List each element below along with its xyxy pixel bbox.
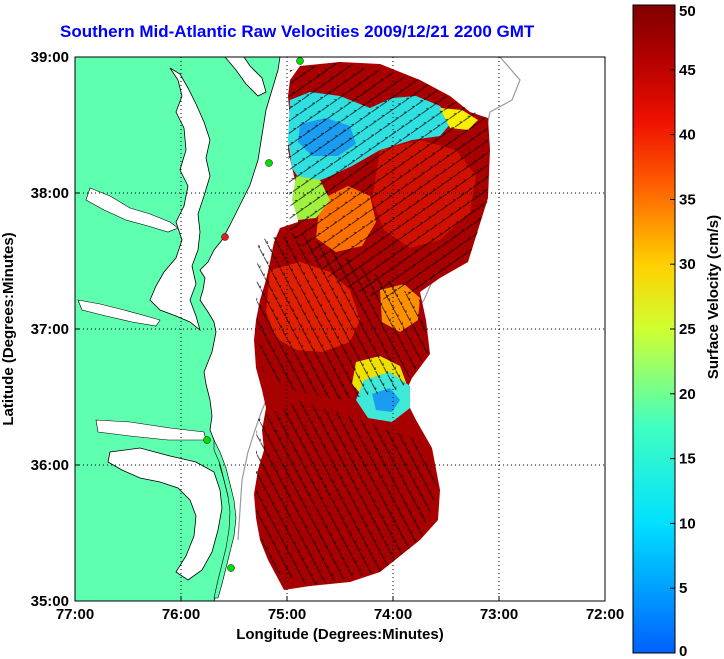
colorbar-tick-label: 20 <box>679 386 696 403</box>
plot-title: Southern Mid-Atlantic Raw Velocities 200… <box>60 22 535 41</box>
y-tick-label: 36:00 <box>31 457 69 474</box>
colorbar <box>632 4 676 654</box>
colorbar-tick-label: 5 <box>679 580 687 597</box>
x-tick-label: 73:00 <box>480 606 518 623</box>
station-marker <box>221 233 229 241</box>
james-river <box>77 299 161 327</box>
colorbar-tick-label: 30 <box>679 256 696 273</box>
station-marker <box>227 564 235 572</box>
x-tick-label: 77:00 <box>56 606 94 623</box>
colorbar-tick-label: 35 <box>679 191 696 208</box>
colorbar-tick-label: 50 <box>679 3 696 20</box>
potomac-river <box>85 187 179 233</box>
x-tick-label: 76:00 <box>162 606 200 623</box>
outer-banks <box>213 439 237 599</box>
chesapeake-bay <box>149 67 211 332</box>
delaware-bay <box>224 57 267 97</box>
velocity-vectors-mid <box>256 232 430 400</box>
y-tick-label: 38:00 <box>31 185 69 202</box>
x-tick-label: 72:00 <box>586 606 624 623</box>
velocity-vectors-north <box>288 62 488 300</box>
map-content <box>75 57 605 601</box>
x-tick-label: 74:00 <box>374 606 412 623</box>
x-tick-label: 75:00 <box>268 606 306 623</box>
colorbar-label: Surface Velocity (cm/s) <box>705 215 722 379</box>
y-axis-label: Latitude (Degrees:Minutes) <box>0 232 17 425</box>
x-axis-ticks: 77:00 76:00 75:00 74:00 73:00 72:00 <box>56 596 624 623</box>
colorbar-tick-label: 40 <box>679 127 696 144</box>
grid-lines <box>75 57 605 601</box>
colorbar-tick-label: 15 <box>679 451 696 468</box>
colorbar-tick-label: 10 <box>679 515 696 532</box>
y-tick-label: 35:00 <box>31 593 69 610</box>
y-tick-label: 37:00 <box>31 321 69 338</box>
station-marker <box>296 57 304 65</box>
colorbar-tick-label: 0 <box>679 643 687 659</box>
pamlico-sound <box>107 447 223 581</box>
colorbar-tick-label: 25 <box>679 321 696 338</box>
y-tick-label: 39:00 <box>31 49 69 66</box>
x-axis-label: Longitude (Degrees:Minutes) <box>236 626 444 643</box>
y-axis-ticks: 39:00 38:00 37:00 36:00 35:00 <box>31 49 80 610</box>
station-marker <box>203 436 211 444</box>
velocity-vectors-south <box>256 400 438 586</box>
station-marker <box>265 159 273 167</box>
colorbar-tick-label: 45 <box>679 62 696 79</box>
